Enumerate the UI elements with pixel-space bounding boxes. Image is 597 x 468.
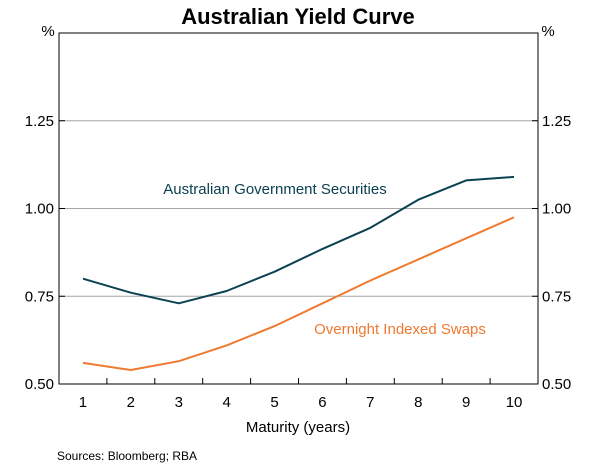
y-tick-label-right: 1.25 xyxy=(542,113,571,130)
x-tick-label: 4 xyxy=(222,394,230,411)
series-lines xyxy=(82,175,515,371)
x-tick-label: 6 xyxy=(318,394,326,411)
series-line-australian-government-securities xyxy=(82,175,515,305)
x-tick-label: 1 xyxy=(79,394,87,411)
x-tick-label: 10 xyxy=(506,394,523,411)
x-axis-label: Maturity (years) xyxy=(246,419,350,436)
x-tick-label: 8 xyxy=(414,394,422,411)
x-tick-label: 7 xyxy=(366,394,374,411)
y-axis-unit-right: % xyxy=(541,23,554,40)
x-tick-label: 5 xyxy=(270,394,278,411)
y-tick-label-left: 1.00 xyxy=(25,201,54,218)
y-tick-label-left: 0.75 xyxy=(25,288,54,305)
series-label-overnight-indexed-swaps: Overnight Indexed Swaps xyxy=(314,321,486,338)
x-tick-label: 2 xyxy=(127,394,135,411)
x-tick-label: 3 xyxy=(175,394,183,411)
y-tick-label-right: 1.00 xyxy=(542,201,571,218)
x-tick-label: 9 xyxy=(462,394,470,411)
y-tick-label-left: 1.25 xyxy=(25,113,54,130)
source-note: Sources: Bloomberg; RBA xyxy=(57,449,197,463)
series-line-overnight-indexed-swaps xyxy=(82,216,515,371)
y-tick-label-right: 0.75 xyxy=(542,288,571,305)
chart-title: Australian Yield Curve xyxy=(181,4,415,29)
series-label-australian-government-securities: Australian Government Securities xyxy=(163,181,386,198)
y-tick-label-left: 0.50 xyxy=(25,376,54,393)
y-axis-unit-left: % xyxy=(41,23,54,40)
axis-ticks: 0.50 0.50 0.75 0.75 1.00 1.00 1.25 1.25 1 2 3 4 5 6 7 8… xyxy=(25,113,571,411)
y-tick-label-right: 0.50 xyxy=(542,376,571,393)
gridlines xyxy=(59,120,538,297)
